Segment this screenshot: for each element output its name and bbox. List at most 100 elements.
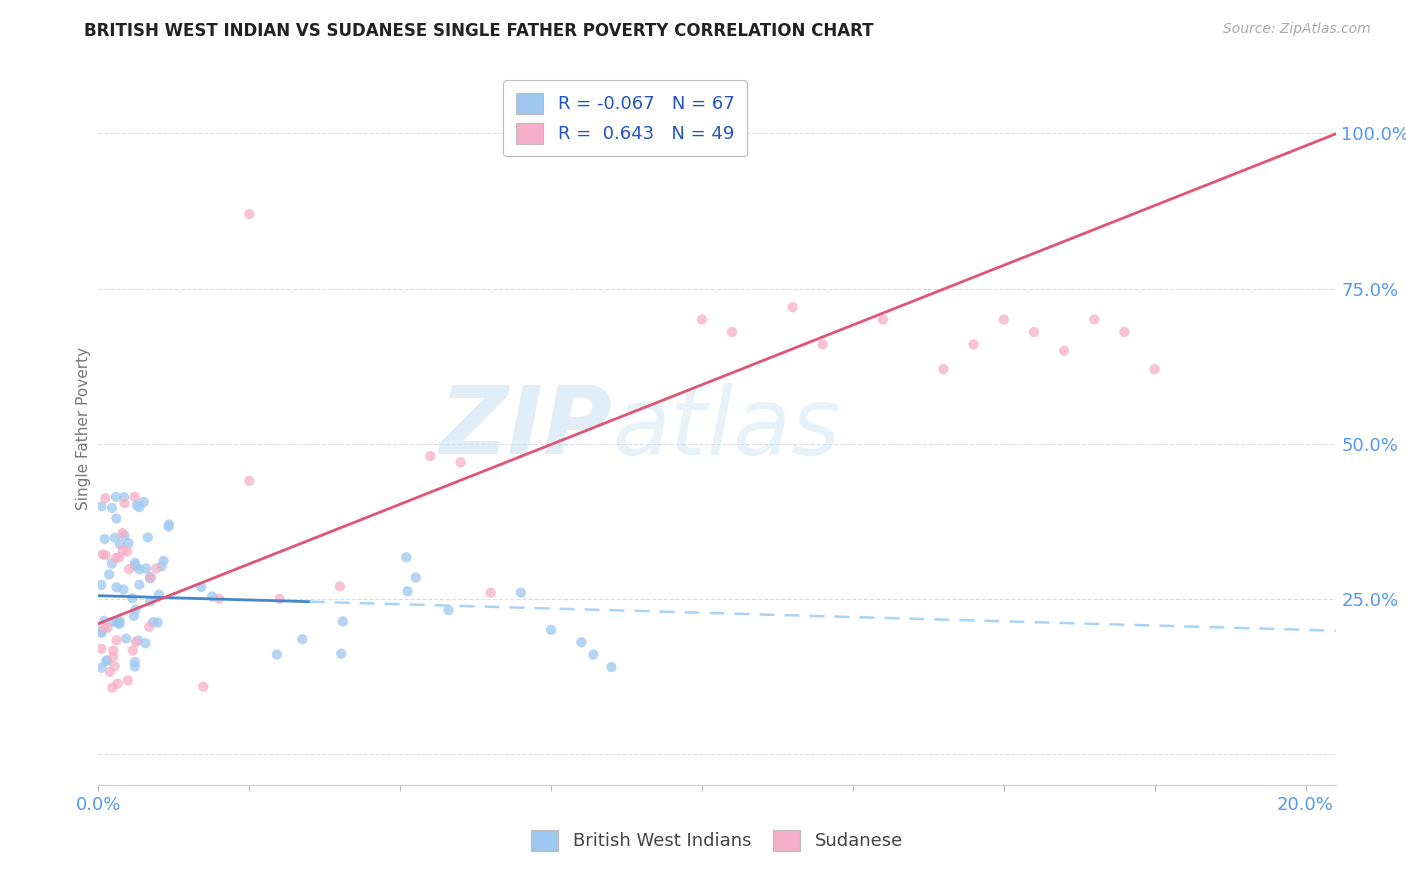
Legend: British West Indians, Sudanese: British West Indians, Sudanese [524, 822, 910, 858]
Point [108, 616, 131, 631]
Point [101, 681, 124, 695]
Point [509, 585, 531, 599]
Point [396, 584, 419, 599]
Point [582, 648, 605, 662]
Text: atlas: atlas [612, 383, 841, 474]
Point [1083, 312, 1105, 326]
Point [419, 449, 441, 463]
Point [157, 519, 180, 533]
Point [993, 312, 1015, 326]
Point [122, 643, 145, 657]
Point [152, 554, 174, 568]
Point [1143, 362, 1166, 376]
Point [124, 490, 146, 504]
Point [101, 500, 124, 515]
Point [1022, 325, 1045, 339]
Point [782, 300, 804, 314]
Point [90, 500, 112, 514]
Point [146, 615, 169, 630]
Point [190, 580, 212, 594]
Point [107, 676, 129, 690]
Point [125, 559, 148, 574]
Point [118, 562, 141, 576]
Point [139, 570, 162, 584]
Point [540, 623, 562, 637]
Point [93, 621, 115, 635]
Point [93, 532, 115, 546]
Point [124, 556, 146, 570]
Point [872, 312, 894, 326]
Point [330, 647, 353, 661]
Point [1053, 343, 1076, 358]
Point [193, 680, 215, 694]
Point [122, 608, 145, 623]
Point [105, 550, 128, 565]
Point [208, 591, 231, 606]
Point [238, 207, 260, 221]
Point [266, 648, 288, 662]
Point [142, 615, 165, 630]
Point [145, 561, 167, 575]
Point [479, 585, 502, 599]
Point [124, 655, 146, 669]
Point [117, 673, 139, 688]
Point [114, 528, 136, 542]
Point [105, 580, 128, 594]
Point [105, 633, 128, 648]
Point [124, 602, 146, 616]
Point [157, 517, 180, 532]
Point [90, 578, 112, 592]
Point [96, 653, 118, 667]
Point [111, 526, 134, 541]
Point [437, 603, 460, 617]
Text: ZIP: ZIP [439, 382, 612, 475]
Point [104, 659, 127, 673]
Point [90, 624, 112, 638]
Point [108, 550, 131, 565]
Point [135, 561, 157, 575]
Point [690, 312, 713, 326]
Point [108, 537, 131, 551]
Point [932, 362, 955, 376]
Point [101, 557, 124, 571]
Point [600, 660, 623, 674]
Point [103, 643, 125, 657]
Point [150, 559, 173, 574]
Point [125, 498, 148, 512]
Point [98, 665, 121, 679]
Point [269, 591, 291, 606]
Text: BRITISH WEST INDIAN VS SUDANESE SINGLE FATHER POVERTY CORRELATION CHART: BRITISH WEST INDIAN VS SUDANESE SINGLE F… [84, 22, 875, 40]
Point [128, 577, 150, 591]
Point [395, 550, 418, 565]
Point [291, 632, 314, 647]
Point [128, 562, 150, 576]
Point [117, 544, 139, 558]
Point [201, 590, 224, 604]
Point [114, 496, 136, 510]
Point [94, 548, 117, 562]
Point [138, 620, 160, 634]
Point [105, 511, 128, 525]
Point [91, 548, 114, 562]
Point [94, 491, 117, 506]
Point [101, 649, 124, 664]
Point [132, 495, 155, 509]
Point [96, 621, 118, 635]
Point [127, 633, 149, 648]
Point [90, 641, 112, 656]
Point [1114, 325, 1136, 339]
Point [125, 635, 148, 649]
Point [112, 490, 135, 504]
Point [121, 591, 143, 606]
Point [105, 615, 128, 630]
Point [104, 531, 127, 545]
Point [139, 594, 162, 608]
Text: Source: ZipAtlas.com: Source: ZipAtlas.com [1223, 22, 1371, 37]
Point [962, 337, 984, 351]
Point [128, 500, 150, 514]
Y-axis label: Single Father Poverty: Single Father Poverty [76, 347, 91, 509]
Point [332, 615, 354, 629]
Point [117, 536, 139, 550]
Point [124, 659, 146, 673]
Point [96, 654, 118, 668]
